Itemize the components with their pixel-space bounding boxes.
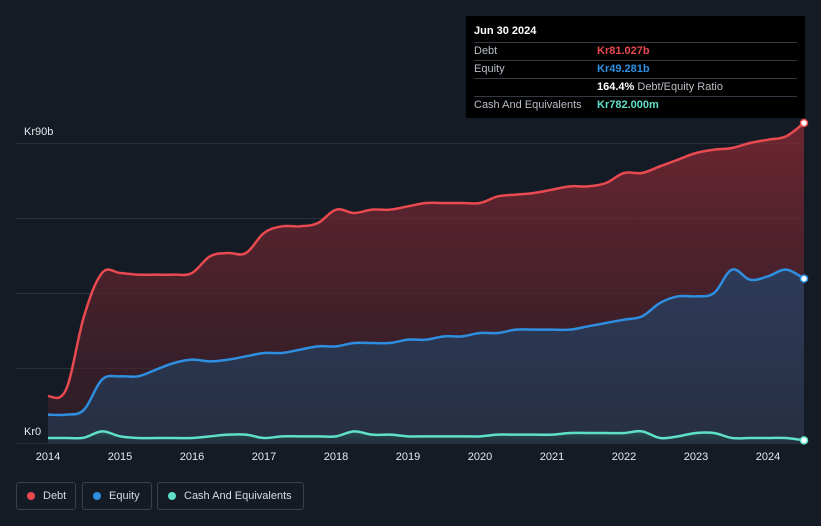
line-debt — [47, 121, 805, 400]
end-markers — [799, 118, 809, 445]
tooltip-value-cash: Kr782.000m — [597, 99, 659, 111]
end-marker-cash — [799, 436, 809, 445]
tooltip-label: Cash And Equivalents — [474, 99, 582, 111]
tooltip-label — [474, 79, 597, 96]
series-lines — [47, 121, 805, 442]
series-areas — [48, 123, 804, 443]
x-tick-label: 2024 — [756, 451, 780, 463]
tooltip-label: Debt — [474, 45, 498, 57]
end-marker-equity — [799, 274, 809, 283]
legend-cash[interactable]: Cash And Equivalents — [157, 482, 304, 510]
x-tick-label: 2020 — [468, 451, 492, 463]
y-axis-top-label: Kr90b — [24, 126, 53, 138]
legend-label-debt: Debt — [43, 490, 67, 502]
ratio-suffix: Debt/Equity Ratio — [637, 81, 723, 93]
x-tick-label: 2019 — [396, 451, 420, 463]
x-tick-label: 2018 — [324, 451, 348, 463]
legend-dot-icon — [93, 492, 101, 500]
legend-dot-icon — [27, 492, 35, 500]
legend-dot-icon — [168, 492, 176, 500]
x-axis-ticks: 2014 2015 2016 2017 2018 2019 2020 2021 2022 2023… — [36, 451, 780, 463]
tooltip-row-equity: Equity Kr49.281b — [474, 60, 797, 78]
line-equity — [47, 268, 805, 417]
legend-label-cash: Cash And Equivalents — [184, 490, 292, 502]
x-tick-label: 2016 — [180, 451, 204, 463]
x-tick-label: 2023 — [684, 451, 708, 463]
tooltip-row-debt: Debt Kr81.027b — [474, 42, 797, 60]
tooltip-row-cash: Cash And Equivalents Kr782.000m — [474, 96, 797, 114]
ratio-value: 164.4% — [597, 81, 635, 93]
y-axis-bottom-label: Kr0 — [24, 426, 41, 438]
x-tick-label: 2014 — [36, 451, 60, 463]
legend-debt[interactable]: Debt — [16, 482, 76, 510]
legend-equity[interactable]: Equity — [82, 482, 152, 510]
tooltip: Jun 30 2024 Debt Kr81.027b Equity Kr49.2… — [466, 16, 805, 118]
tooltip-value-debt: Kr81.027b — [597, 45, 650, 57]
tooltip-value-equity: Kr49.281b — [597, 63, 650, 75]
area-equity — [48, 269, 804, 443]
x-tick-label: 2022 — [612, 451, 636, 463]
tooltip-value-ratio: 164.4% Debt/Equity Ratio — [597, 79, 723, 96]
tooltip-row-ratio: 164.4% Debt/Equity Ratio — [474, 78, 797, 96]
tooltip-label: Equity — [474, 63, 505, 75]
x-tick-label: 2015 — [108, 451, 132, 463]
x-tick-label: 2017 — [252, 451, 276, 463]
line-cash — [47, 429, 805, 442]
tooltip-date: Jun 30 2024 — [474, 25, 537, 37]
legend-label-equity: Equity — [109, 490, 140, 502]
x-tick-label: 2021 — [540, 451, 564, 463]
end-marker-debt — [799, 118, 809, 128]
